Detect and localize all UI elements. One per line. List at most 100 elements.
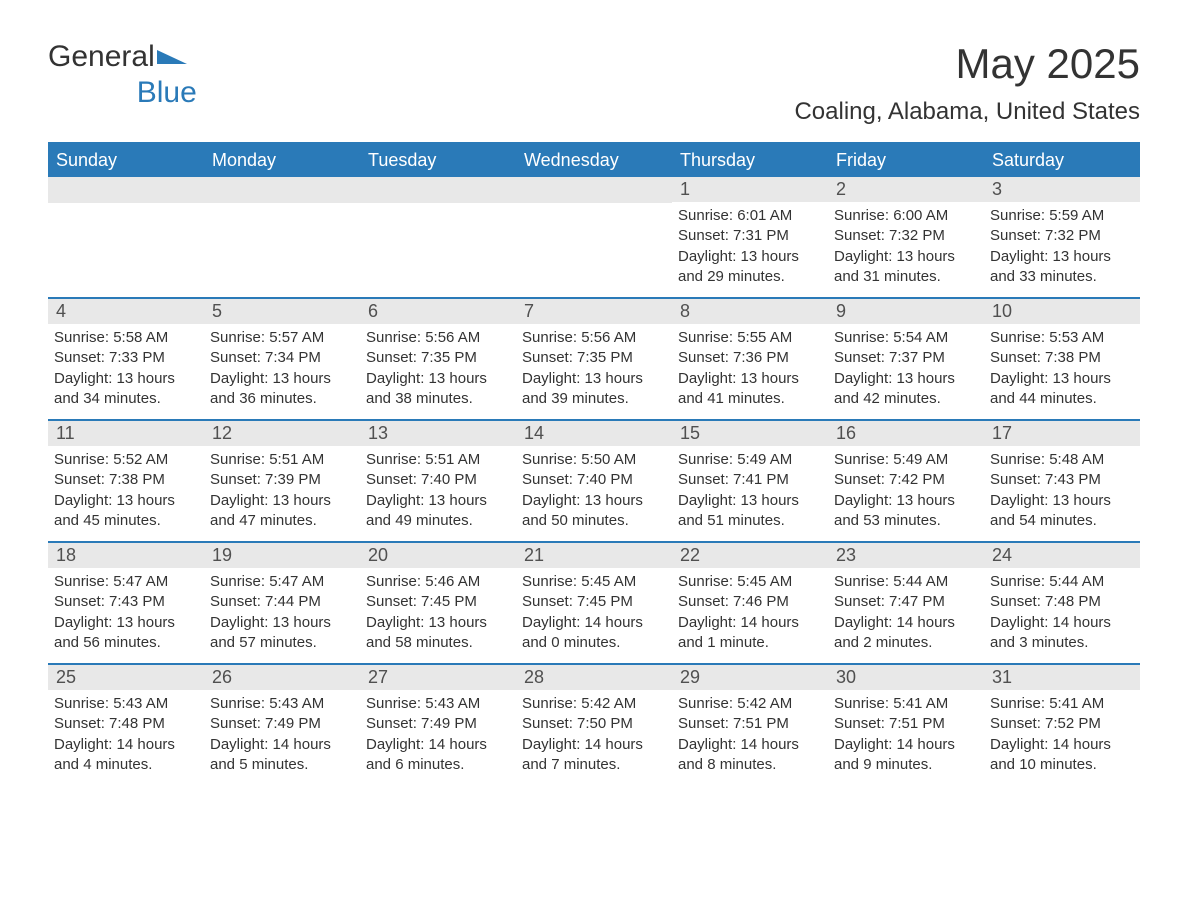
daylight-line: Daylight: 14 hours and 6 minutes. <box>366 735 510 776</box>
daylight-line: Daylight: 13 hours and 47 minutes. <box>210 491 354 532</box>
day-cell: 31Sunrise: 5:41 AMSunset: 7:52 PMDayligh… <box>984 665 1140 785</box>
sunset-line: Sunset: 7:43 PM <box>990 470 1134 490</box>
daylight-line: Daylight: 14 hours and 4 minutes. <box>54 735 198 776</box>
day-detail: Sunrise: 5:52 AMSunset: 7:38 PMDaylight:… <box>48 446 204 541</box>
sunset-line: Sunset: 7:51 PM <box>834 714 978 734</box>
day-detail: Sunrise: 5:51 AMSunset: 7:39 PMDaylight:… <box>204 446 360 541</box>
day-number: 31 <box>984 665 1140 690</box>
day-number-empty <box>360 177 516 203</box>
daylight-line: Daylight: 13 hours and 34 minutes. <box>54 369 198 410</box>
day-number: 16 <box>828 421 984 446</box>
sunrise-line: Sunrise: 5:56 AM <box>366 328 510 348</box>
day-number: 18 <box>48 543 204 568</box>
sunrise-line: Sunrise: 5:54 AM <box>834 328 978 348</box>
day-number: 28 <box>516 665 672 690</box>
day-detail: Sunrise: 6:00 AMSunset: 7:32 PMDaylight:… <box>828 202 984 297</box>
day-cell: 18Sunrise: 5:47 AMSunset: 7:43 PMDayligh… <box>48 543 204 663</box>
day-number: 30 <box>828 665 984 690</box>
day-number: 2 <box>828 177 984 202</box>
daylight-line: Daylight: 13 hours and 56 minutes. <box>54 613 198 654</box>
sunset-line: Sunset: 7:48 PM <box>54 714 198 734</box>
daylight-line: Daylight: 13 hours and 41 minutes. <box>678 369 822 410</box>
daylight-line: Daylight: 14 hours and 10 minutes. <box>990 735 1134 776</box>
day-detail: Sunrise: 5:56 AMSunset: 7:35 PMDaylight:… <box>360 324 516 419</box>
sunset-line: Sunset: 7:42 PM <box>834 470 978 490</box>
title-block: May 2025 <box>956 40 1140 88</box>
day-cell: 1Sunrise: 6:01 AMSunset: 7:31 PMDaylight… <box>672 177 828 297</box>
day-detail: Sunrise: 5:45 AMSunset: 7:45 PMDaylight:… <box>516 568 672 663</box>
sunset-line: Sunset: 7:35 PM <box>366 348 510 368</box>
day-cell <box>516 177 672 297</box>
sunset-line: Sunset: 7:41 PM <box>678 470 822 490</box>
day-cell: 16Sunrise: 5:49 AMSunset: 7:42 PMDayligh… <box>828 421 984 541</box>
day-detail: Sunrise: 5:59 AMSunset: 7:32 PMDaylight:… <box>984 202 1140 297</box>
sunrise-line: Sunrise: 5:47 AM <box>54 572 198 592</box>
daylight-line: Daylight: 13 hours and 53 minutes. <box>834 491 978 532</box>
week-row: 11Sunrise: 5:52 AMSunset: 7:38 PMDayligh… <box>48 419 1140 541</box>
sunset-line: Sunset: 7:45 PM <box>522 592 666 612</box>
sunrise-line: Sunrise: 5:43 AM <box>366 694 510 714</box>
day-cell: 11Sunrise: 5:52 AMSunset: 7:38 PMDayligh… <box>48 421 204 541</box>
daylight-line: Daylight: 13 hours and 38 minutes. <box>366 369 510 410</box>
day-cell: 23Sunrise: 5:44 AMSunset: 7:47 PMDayligh… <box>828 543 984 663</box>
sunset-line: Sunset: 7:39 PM <box>210 470 354 490</box>
day-cell: 12Sunrise: 5:51 AMSunset: 7:39 PMDayligh… <box>204 421 360 541</box>
sunset-line: Sunset: 7:47 PM <box>834 592 978 612</box>
day-detail: Sunrise: 5:48 AMSunset: 7:43 PMDaylight:… <box>984 446 1140 541</box>
sunrise-line: Sunrise: 5:42 AM <box>522 694 666 714</box>
day-number: 29 <box>672 665 828 690</box>
sunrise-line: Sunrise: 5:49 AM <box>834 450 978 470</box>
day-detail: Sunrise: 5:56 AMSunset: 7:35 PMDaylight:… <box>516 324 672 419</box>
day-detail: Sunrise: 5:44 AMSunset: 7:47 PMDaylight:… <box>828 568 984 663</box>
day-detail: Sunrise: 5:53 AMSunset: 7:38 PMDaylight:… <box>984 324 1140 419</box>
sunrise-line: Sunrise: 5:55 AM <box>678 328 822 348</box>
sunrise-line: Sunrise: 5:53 AM <box>990 328 1134 348</box>
sunset-line: Sunset: 7:35 PM <box>522 348 666 368</box>
day-cell: 29Sunrise: 5:42 AMSunset: 7:51 PMDayligh… <box>672 665 828 785</box>
day-detail: Sunrise: 5:44 AMSunset: 7:48 PMDaylight:… <box>984 568 1140 663</box>
day-cell: 20Sunrise: 5:46 AMSunset: 7:45 PMDayligh… <box>360 543 516 663</box>
daylight-line: Daylight: 13 hours and 29 minutes. <box>678 247 822 288</box>
sunrise-line: Sunrise: 5:45 AM <box>678 572 822 592</box>
day-cell: 2Sunrise: 6:00 AMSunset: 7:32 PMDaylight… <box>828 177 984 297</box>
daylight-line: Daylight: 14 hours and 1 minute. <box>678 613 822 654</box>
sunset-line: Sunset: 7:38 PM <box>990 348 1134 368</box>
day-detail: Sunrise: 5:47 AMSunset: 7:43 PMDaylight:… <box>48 568 204 663</box>
daylight-line: Daylight: 14 hours and 3 minutes. <box>990 613 1134 654</box>
daylight-line: Daylight: 14 hours and 2 minutes. <box>834 613 978 654</box>
day-detail: Sunrise: 5:47 AMSunset: 7:44 PMDaylight:… <box>204 568 360 663</box>
day-cell: 26Sunrise: 5:43 AMSunset: 7:49 PMDayligh… <box>204 665 360 785</box>
sunrise-line: Sunrise: 5:45 AM <box>522 572 666 592</box>
sunset-line: Sunset: 7:50 PM <box>522 714 666 734</box>
sunrise-line: Sunrise: 5:49 AM <box>678 450 822 470</box>
day-number-empty <box>204 177 360 203</box>
daylight-line: Daylight: 13 hours and 54 minutes. <box>990 491 1134 532</box>
day-cell: 22Sunrise: 5:45 AMSunset: 7:46 PMDayligh… <box>672 543 828 663</box>
day-header-wednesday: Wednesday <box>516 144 672 177</box>
sunrise-line: Sunrise: 5:57 AM <box>210 328 354 348</box>
day-header-monday: Monday <box>204 144 360 177</box>
day-cell: 21Sunrise: 5:45 AMSunset: 7:45 PMDayligh… <box>516 543 672 663</box>
day-detail: Sunrise: 5:43 AMSunset: 7:49 PMDaylight:… <box>204 690 360 785</box>
day-number: 15 <box>672 421 828 446</box>
day-detail: Sunrise: 5:49 AMSunset: 7:42 PMDaylight:… <box>828 446 984 541</box>
day-detail: Sunrise: 5:43 AMSunset: 7:49 PMDaylight:… <box>360 690 516 785</box>
sunrise-line: Sunrise: 5:42 AM <box>678 694 822 714</box>
sunset-line: Sunset: 7:46 PM <box>678 592 822 612</box>
day-cell: 19Sunrise: 5:47 AMSunset: 7:44 PMDayligh… <box>204 543 360 663</box>
sunset-line: Sunset: 7:37 PM <box>834 348 978 368</box>
sunrise-line: Sunrise: 5:44 AM <box>990 572 1134 592</box>
daylight-line: Daylight: 13 hours and 31 minutes. <box>834 247 978 288</box>
sunrise-line: Sunrise: 5:51 AM <box>366 450 510 470</box>
day-cell: 24Sunrise: 5:44 AMSunset: 7:48 PMDayligh… <box>984 543 1140 663</box>
daylight-line: Daylight: 14 hours and 7 minutes. <box>522 735 666 776</box>
sunset-line: Sunset: 7:36 PM <box>678 348 822 368</box>
sunset-line: Sunset: 7:34 PM <box>210 348 354 368</box>
day-number: 10 <box>984 299 1140 324</box>
daylight-line: Daylight: 13 hours and 58 minutes. <box>366 613 510 654</box>
sunrise-line: Sunrise: 5:52 AM <box>54 450 198 470</box>
sunset-line: Sunset: 7:45 PM <box>366 592 510 612</box>
day-cell <box>48 177 204 297</box>
daylight-line: Daylight: 13 hours and 42 minutes. <box>834 369 978 410</box>
day-number: 7 <box>516 299 672 324</box>
